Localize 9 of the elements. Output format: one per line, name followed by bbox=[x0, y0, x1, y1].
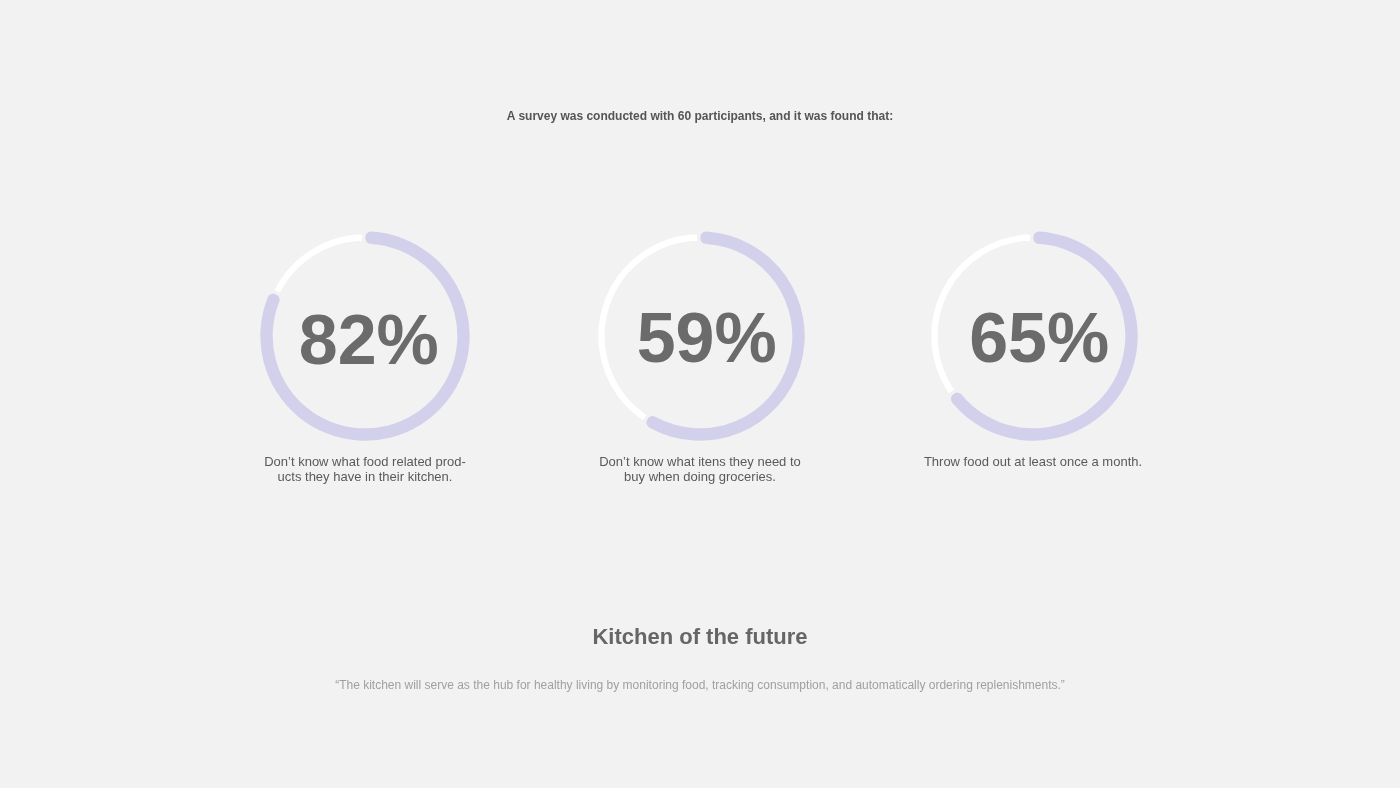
text: A survey was conducted with 60 participants, and it was found that: bbox=[505, 108, 895, 125]
text: Don’t know what itens they need to buy when doing groceries. bbox=[598, 454, 802, 484]
data-label: 82% bbox=[298, 300, 439, 379]
data-label: 59% bbox=[636, 298, 777, 377]
text: Kitchen of the future bbox=[591, 623, 809, 651]
text: “The kitchen will serve as the hub for healthy living by monitoring food, tracking consumption, and automatically ordering replenishments.” bbox=[334, 677, 1066, 693]
text: Throw food out at least once a month. bbox=[922, 454, 1144, 469]
text: Don’t know what food related prod- ucts they have in their kitchen. bbox=[263, 454, 467, 484]
data-label: 65% bbox=[969, 299, 1110, 378]
